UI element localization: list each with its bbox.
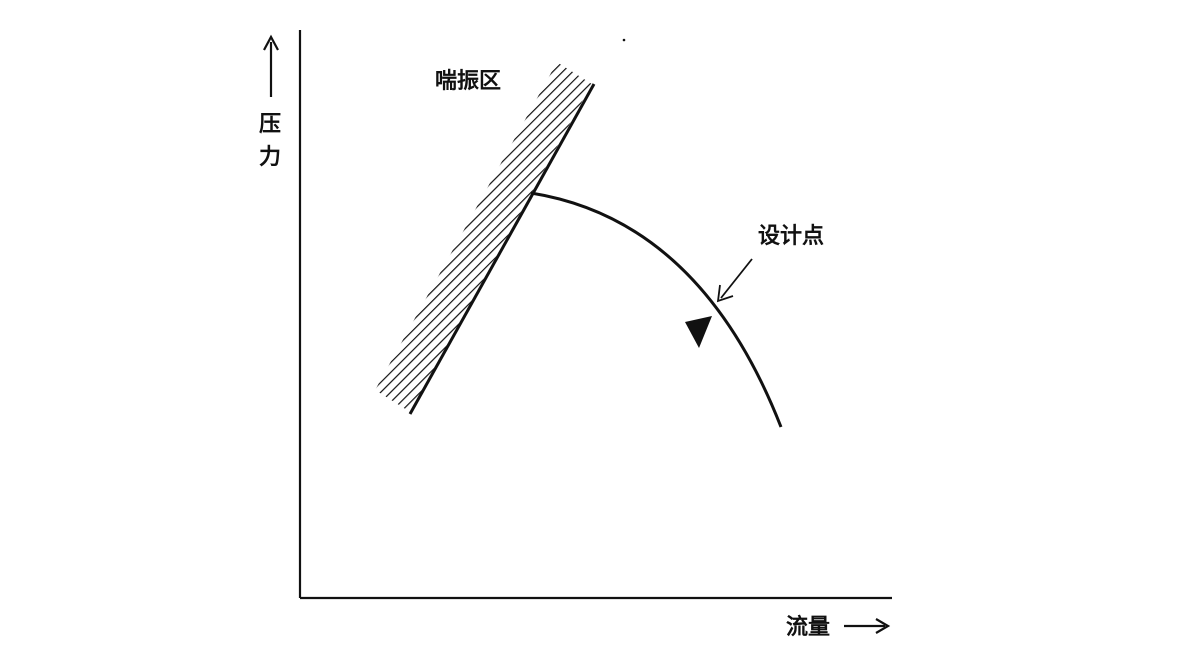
y-axis-arrow-icon (263, 34, 279, 97)
design-point-pointer-icon (716, 258, 753, 303)
surge-zone-hatch (375, 62, 592, 412)
speck (622, 38, 626, 42)
design-point-label: 设计点 (758, 223, 824, 249)
y-axis-label-line1: 压 (259, 112, 281, 137)
x-axis-label: 流量 (786, 614, 830, 640)
y-axis-label-line2: 力 (259, 145, 281, 170)
x-axis-arrow-icon (844, 618, 891, 634)
surge-zone-label: 喘振区 (435, 68, 501, 94)
direction-arrowhead-icon (685, 316, 712, 348)
surge-line (408, 83, 596, 415)
characteristic-curve (530, 191, 783, 428)
